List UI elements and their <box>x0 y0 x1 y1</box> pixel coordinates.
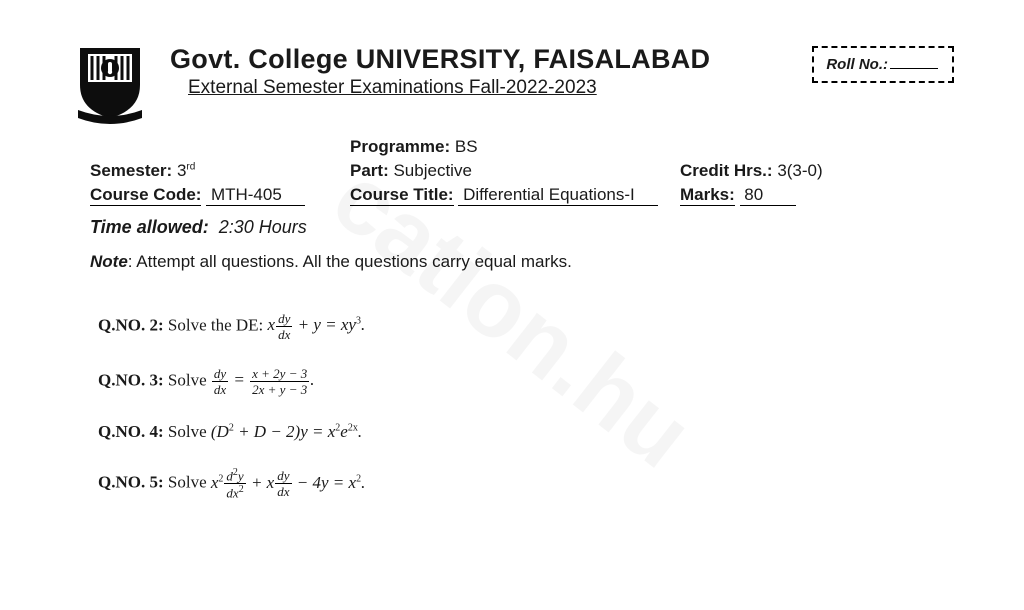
ctitle-value: Differential Equations-I <box>458 185 658 206</box>
programme-value: BS <box>455 137 478 156</box>
q4-equation: (D2 + D − 2)y = x2e2x. <box>211 422 362 441</box>
university-name: Govt. College UNIVERSITY, FAISALABAD <box>170 44 792 75</box>
header: Govt. College UNIVERSITY, FAISALABAD Ext… <box>70 40 954 125</box>
part-row: Part: Subjective <box>350 161 670 181</box>
q3-prompt: Solve <box>168 370 211 389</box>
q5-number: Q.NO. 5: <box>98 473 164 492</box>
credit-row: Credit Hrs.: 3(3-0) <box>680 161 880 181</box>
part-value: Subjective <box>393 161 471 180</box>
semester-label: Semester: <box>90 161 172 180</box>
programme-label: Programme: <box>350 137 450 156</box>
note-label: Note <box>90 252 128 271</box>
exam-title: External Semester Examinations Fall-2022… <box>188 77 792 99</box>
roll-label: Roll No.: <box>826 56 888 73</box>
course-code-row: Course Code: MTH-405 <box>90 185 340 205</box>
marks-row: Marks: 80 <box>680 185 880 205</box>
q5-prompt: Solve <box>168 473 211 492</box>
exam-page: Govt. College UNIVERSITY, FAISALABAD Ext… <box>0 0 1024 546</box>
marks-value: 80 <box>740 185 797 206</box>
programme-row: Programme: BS <box>350 137 670 157</box>
note-text: : Attempt all questions. All the questio… <box>128 252 572 271</box>
course-title-row: Course Title: Differential Equations-I <box>350 185 670 205</box>
question-2: Q.NO. 2: Solve the DE: xdydx + y = xy3. <box>98 312 954 341</box>
q5-equation: x2d2ydx2 + xdydx − 4y = x2. <box>211 473 365 492</box>
roll-number-box: Roll No.: <box>812 46 954 83</box>
part-label: Part: <box>350 161 389 180</box>
q4-prompt: Solve <box>168 422 211 441</box>
semester-value: 3rd <box>177 161 195 180</box>
title-block: Govt. College UNIVERSITY, FAISALABAD Ext… <box>170 40 792 99</box>
credit-value: 3(3-0) <box>777 161 822 180</box>
question-3: Q.NO. 3: Solve dydx = x + 2y − 32x + y −… <box>98 367 954 396</box>
q2-number: Q.NO. 2: <box>98 315 164 334</box>
time-value: 2:30 Hours <box>214 217 307 237</box>
course-meta-grid: Programme: BS Semester: 3rd Part: Subjec… <box>90 137 954 205</box>
q2-equation: xdydx + y = xy3. <box>268 315 366 334</box>
questions-block: Q.NO. 2: Solve the DE: xdydx + y = xy3. … <box>98 312 954 500</box>
q4-number: Q.NO. 4: <box>98 422 164 441</box>
q2-prompt: Solve the DE: <box>168 315 268 334</box>
question-4: Q.NO. 4: Solve (D2 + D − 2)y = x2e2x. <box>98 422 954 442</box>
question-5: Q.NO. 5: Solve x2d2ydx2 + xdydx − 4y = x… <box>98 468 954 500</box>
credit-label: Credit Hrs.: <box>680 161 773 180</box>
code-value: MTH-405 <box>206 185 305 206</box>
q3-equation: dydx = x + 2y − 32x + y − 3. <box>211 370 315 389</box>
marks-label: Marks: <box>680 185 735 206</box>
ctitle-label: Course Title: <box>350 185 454 206</box>
university-logo <box>70 40 150 125</box>
time-label: Time allowed: <box>90 217 209 237</box>
note-row: Note: Attempt all questions. All the que… <box>90 252 954 272</box>
code-label: Course Code: <box>90 185 201 206</box>
roll-blank-line <box>890 68 938 69</box>
q3-number: Q.NO. 3: <box>98 370 164 389</box>
time-allowed: Time allowed: 2:30 Hours <box>90 217 954 238</box>
semester-row: Semester: 3rd <box>90 161 340 181</box>
